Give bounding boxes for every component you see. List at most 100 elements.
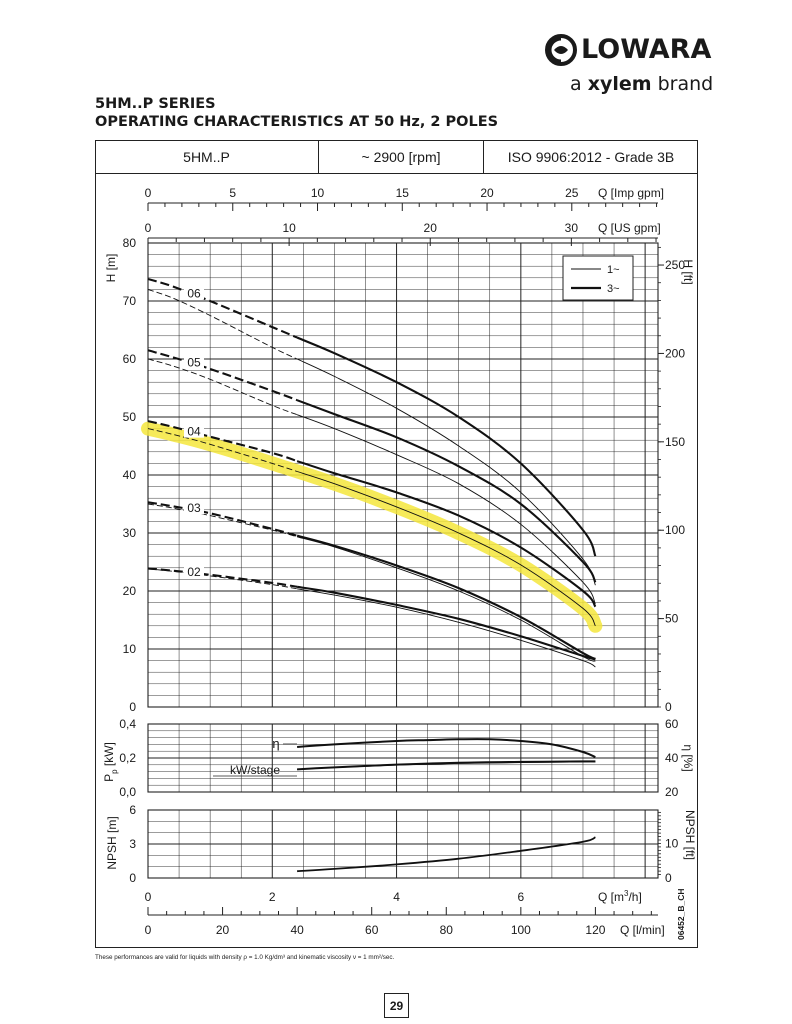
- head-y-axis-title: H [m]: [104, 254, 118, 283]
- head-curve-03-1ph-dashed: [147, 503, 298, 538]
- head-curve-05-3ph: [296, 399, 597, 583]
- head-curve-02-1ph-dashed: [147, 568, 298, 590]
- m3h-tick-label: 4: [393, 890, 400, 904]
- curve-label-bg: [184, 424, 204, 438]
- head-y2-axis-title: H [ft]: [681, 259, 695, 284]
- imp-gpm-axis-label: Q [Imp gpm]: [598, 186, 664, 200]
- chart-legend: 1~ 3~: [562, 255, 634, 301]
- head-y2-zero-label: 0: [665, 700, 672, 714]
- head-y-tick-label: 50: [123, 410, 137, 424]
- curve-label-bg: [184, 355, 204, 369]
- imp-gpm-tick-label: 20: [480, 186, 494, 200]
- tagline-prefix: a: [570, 73, 582, 95]
- standard-cell: ISO 9906:2012 - Grade 3B: [507, 148, 675, 165]
- head-curve-02-3ph-dashed: [147, 567, 298, 588]
- head-y2-tick-label: 50: [665, 612, 679, 626]
- imp-gpm-tick-label: 10: [311, 186, 325, 200]
- npsh-y2-axis-title: NPSH [ft]: [683, 810, 697, 860]
- head-curve-04-3ph-dashed: [147, 420, 298, 463]
- head-curve-03-1ph: [296, 536, 596, 662]
- power-y-tick-label: 0,4: [119, 717, 136, 731]
- brand-name: LOWARA: [581, 34, 712, 65]
- lmin-tick-label: 40: [290, 923, 304, 937]
- m3h-label-main: Q [m: [598, 890, 624, 904]
- us-gpm-axis-label: Q [US gpm]: [598, 221, 661, 235]
- lmin-tick-label: 120: [585, 923, 605, 937]
- m3h-label-end: /h]: [628, 890, 641, 904]
- spec-header-row: 5HM..P ~ 2900 [rpm] ISO 9906:2012 - Grad…: [95, 140, 698, 174]
- figure-code: 06452_B_CH: [676, 888, 686, 940]
- imp-gpm-tick-label: 25: [565, 186, 579, 200]
- lmin-tick-label: 20: [216, 923, 230, 937]
- curve-label-bg: [184, 286, 204, 300]
- head-curve-05-3ph-dashed: [147, 349, 298, 402]
- model-cell: 5HM..P: [95, 140, 319, 173]
- eta-annotation: η: [272, 736, 279, 751]
- lmin-tick-label: 100: [511, 923, 531, 937]
- npsh-y2-tick-label: 0: [665, 871, 672, 885]
- head-y-tick-label: 10: [123, 642, 137, 656]
- curve-label-bg: [184, 501, 204, 515]
- power-y-tick-label: 0,2: [119, 751, 136, 765]
- eta-y2-tick-label: 20: [665, 785, 679, 799]
- brand-logo: LOWARA a xylem brand: [545, 32, 713, 98]
- m3h-label-sup: 3: [624, 889, 629, 898]
- curve-label-03: 03: [187, 501, 201, 515]
- m3h-axis-label: Q [m3/h]: [598, 889, 642, 904]
- us-gpm-tick-label: 20: [424, 221, 438, 235]
- npsh-curve: [297, 836, 596, 873]
- head-curve-06-3ph: [296, 336, 597, 557]
- kw-stage-annotation: kW/stage: [230, 763, 280, 777]
- footnote: These performances are valid for liquids…: [95, 954, 395, 961]
- page-heading: 5HM..P SERIES OPERATING CHARACTERISTICS …: [95, 95, 498, 131]
- eta-curve: [297, 738, 596, 759]
- head-curve-06-1ph-dashed: [147, 288, 298, 360]
- head-y-tick-label: 20: [123, 584, 137, 598]
- npsh-y-axis-title: NPSH [m]: [105, 816, 119, 869]
- lmin-tick-label: 80: [440, 923, 454, 937]
- head-y-tick-label: 70: [123, 294, 137, 308]
- npsh-y2-tick-label: 10: [665, 836, 679, 850]
- chart-labels: 0 5 10 15 20 25 Q [Imp gpm]0 10 20 30 Q [US gpm]0 2…: [102, 186, 697, 937]
- head-y-tick-label: 30: [123, 526, 137, 540]
- series-subtitle: OPERATING CHARACTERISTICS AT 50 Hz, 2 PO…: [95, 114, 499, 130]
- power-title-sub: p: [110, 769, 119, 774]
- eta-y2-tick-label: 40: [665, 751, 679, 765]
- curve-label-04: 04: [187, 425, 201, 439]
- lowara-ring-logo-icon: [545, 34, 577, 66]
- head-y2-tick-label: 250: [665, 258, 685, 272]
- head-curve-02-3ph: [296, 585, 596, 661]
- head-curve-03-3ph: [296, 534, 596, 660]
- head-curve-02-1ph: [297, 588, 596, 668]
- head-curve-04-1ph-dashed: [147, 428, 298, 472]
- lmin-tick-label: 0: [145, 923, 152, 937]
- us-gpm-tick-label: 0: [145, 221, 152, 235]
- head-y2-tick-label: 150: [665, 435, 685, 449]
- lmin-tick-label: 60: [365, 923, 379, 937]
- head-y-tick-label: 0: [129, 700, 136, 714]
- highlight-band-curve: [141, 421, 603, 633]
- head-curve-05-1ph-dashed: [147, 358, 298, 416]
- head-curve-04-3ph: [296, 460, 597, 608]
- us-gpm-tick-label: 30: [565, 221, 579, 235]
- curve-label-05: 05: [187, 356, 201, 370]
- curve-label-02: 02: [187, 565, 201, 579]
- head-y-tick-label: 60: [123, 352, 137, 366]
- m3h-tick-label: 6: [517, 890, 524, 904]
- kw-stage-curve-1ph: [297, 761, 596, 770]
- power-y-axis-title: Pp [kW]: [102, 742, 119, 782]
- npsh-y-tick-label: 6: [129, 803, 136, 817]
- imp-gpm-tick-label: 0: [145, 186, 152, 200]
- power-y-tick-label: 0,0: [119, 785, 136, 799]
- legend-box: [562, 255, 634, 301]
- imp-gpm-tick-label: 15: [396, 186, 410, 200]
- highlight-band-04: [141, 421, 603, 633]
- head-y2-tick-label: 100: [665, 523, 685, 537]
- head-curve-04-1ph: [296, 471, 596, 627]
- curve-label-06: 06: [187, 286, 201, 300]
- legend-label-2: 3~: [607, 283, 620, 295]
- chart-grid: [147, 202, 664, 916]
- chart-frame: [95, 140, 698, 948]
- head-curve-06-1ph: [296, 358, 596, 586]
- lmin-axis-label: Q [l/min]: [620, 923, 665, 937]
